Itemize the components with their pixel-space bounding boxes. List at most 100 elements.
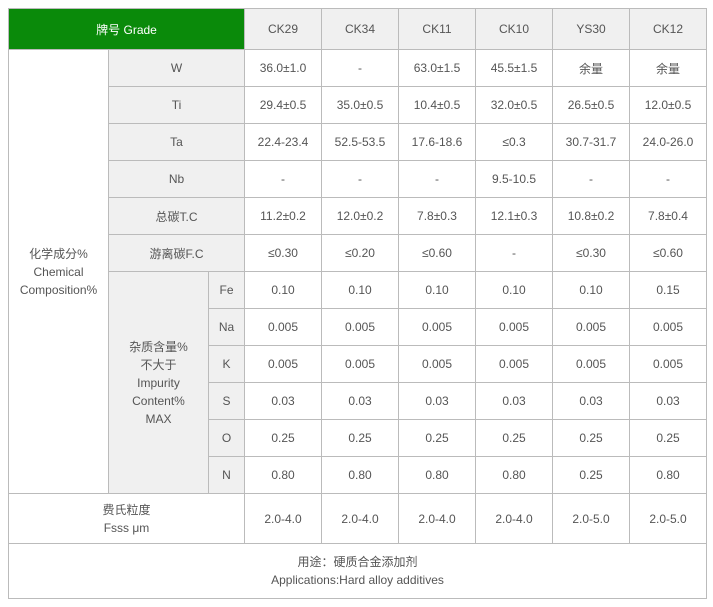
sub-label: Na (209, 309, 245, 346)
cell: 0.80 (476, 457, 553, 494)
sub-label: N (209, 457, 245, 494)
cell: 0.005 (476, 346, 553, 383)
row-fsss: 费氏粒度 Fsss μm 2.0-4.0 2.0-4.0 2.0-4.0 2.0… (9, 494, 707, 544)
cell: 29.4±0.5 (245, 87, 322, 124)
cell: - (630, 161, 707, 198)
cell: 0.80 (245, 457, 322, 494)
cell: 余量 (630, 50, 707, 87)
row-Ti: Ti 29.4±0.5 35.0±0.5 10.4±0.5 32.0±0.5 2… (9, 87, 707, 124)
label-line: 不大于 (109, 356, 208, 374)
impurity-label: 杂质含量% 不大于 Impurity Content% MAX (109, 272, 209, 494)
cell: 0.005 (553, 309, 630, 346)
applications: 用途：硬质合金添加剂 Applications:Hard alloy addit… (9, 544, 707, 599)
row-label: W (109, 50, 245, 87)
cell: 22.4-23.4 (245, 124, 322, 161)
label-line: 杂质含量% (109, 338, 208, 356)
cell: 2.0-5.0 (553, 494, 630, 544)
cell: 0.25 (322, 420, 399, 457)
cell: 0.03 (322, 383, 399, 420)
cell: 24.0-26.0 (630, 124, 707, 161)
grade-col: CK10 (476, 9, 553, 50)
cell: 63.0±1.5 (399, 50, 476, 87)
row-TC: 总碳T.C 11.2±0.2 12.0±0.2 7.8±0.3 12.1±0.3… (9, 198, 707, 235)
cell: 0.005 (245, 309, 322, 346)
sub-label: Fe (209, 272, 245, 309)
cell: 0.25 (399, 420, 476, 457)
cell: 0.25 (476, 420, 553, 457)
cell: 2.0-4.0 (322, 494, 399, 544)
cell: 0.10 (553, 272, 630, 309)
cell: 0.005 (322, 346, 399, 383)
cell: 0.10 (245, 272, 322, 309)
cell: 0.03 (553, 383, 630, 420)
label-line: 用途：硬质合金添加剂 (9, 553, 706, 571)
label-line: Applications:Hard alloy additives (9, 571, 706, 589)
grade-col: YS30 (553, 9, 630, 50)
cell: 余量 (553, 50, 630, 87)
label-line: Fsss μm (9, 519, 244, 537)
cell: 52.5-53.5 (322, 124, 399, 161)
cell: 0.005 (399, 309, 476, 346)
cell: 0.15 (630, 272, 707, 309)
row-Nb: Nb - - - 9.5-10.5 - - (9, 161, 707, 198)
cell: 30.7-31.7 (553, 124, 630, 161)
cell: 12.0±0.2 (322, 198, 399, 235)
cell: 35.0±0.5 (322, 87, 399, 124)
spec-table: 牌号 Grade CK29 CK34 CK11 CK10 YS30 CK12 化… (8, 8, 707, 599)
cell: 0.005 (553, 346, 630, 383)
label-line: Content% (109, 392, 208, 410)
cell: 0.10 (476, 272, 553, 309)
cell: 0.80 (630, 457, 707, 494)
cell: 2.0-4.0 (245, 494, 322, 544)
label-line: MAX (109, 410, 208, 428)
cell: 0.005 (630, 309, 707, 346)
cell: ≤0.60 (399, 235, 476, 272)
chemical-composition-label: 化学成分% Chemical Composition% (9, 50, 109, 494)
cell: 0.03 (245, 383, 322, 420)
sub-label: K (209, 346, 245, 383)
cell: 9.5-10.5 (476, 161, 553, 198)
label-line: Chemical (9, 263, 108, 281)
grade-col: CK11 (399, 9, 476, 50)
cell: ≤0.30 (553, 235, 630, 272)
cell: 7.8±0.4 (630, 198, 707, 235)
cell: 0.03 (399, 383, 476, 420)
row-label: Ta (109, 124, 245, 161)
cell: 2.0-5.0 (630, 494, 707, 544)
row-Ta: Ta 22.4-23.4 52.5-53.5 17.6-18.6 ≤0.3 30… (9, 124, 707, 161)
label-line: 费氏粒度 (9, 501, 244, 519)
cell: 0.005 (476, 309, 553, 346)
cell: 0.25 (553, 457, 630, 494)
cell: 17.6-18.6 (399, 124, 476, 161)
sub-label: O (209, 420, 245, 457)
sub-label: S (209, 383, 245, 420)
fsss-label: 费氏粒度 Fsss μm (9, 494, 245, 544)
cell: 0.005 (245, 346, 322, 383)
cell: ≤0.3 (476, 124, 553, 161)
cell: 12.0±0.5 (630, 87, 707, 124)
cell: 0.005 (630, 346, 707, 383)
cell: 0.25 (553, 420, 630, 457)
cell: 2.0-4.0 (399, 494, 476, 544)
cell: 0.10 (322, 272, 399, 309)
cell: 7.8±0.3 (399, 198, 476, 235)
row-label: 游离碳F.C (109, 235, 245, 272)
cell: 0.005 (322, 309, 399, 346)
cell: 0.03 (630, 383, 707, 420)
grade-col: CK29 (245, 9, 322, 50)
cell: 0.80 (322, 457, 399, 494)
label-line: Impurity (109, 374, 208, 392)
row-FC: 游离碳F.C ≤0.30 ≤0.20 ≤0.60 - ≤0.30 ≤0.60 (9, 235, 707, 272)
cell: ≤0.30 (245, 235, 322, 272)
cell: - (399, 161, 476, 198)
cell: 26.5±0.5 (553, 87, 630, 124)
cell: 10.8±0.2 (553, 198, 630, 235)
row-W: 化学成分% Chemical Composition% W 36.0±1.0 -… (9, 50, 707, 87)
cell: ≤0.60 (630, 235, 707, 272)
cell: 32.0±0.5 (476, 87, 553, 124)
cell: 12.1±0.3 (476, 198, 553, 235)
row-label: Nb (109, 161, 245, 198)
grade-header: 牌号 Grade (9, 9, 245, 50)
label-line: Composition% (9, 281, 108, 299)
cell: 36.0±1.0 (245, 50, 322, 87)
